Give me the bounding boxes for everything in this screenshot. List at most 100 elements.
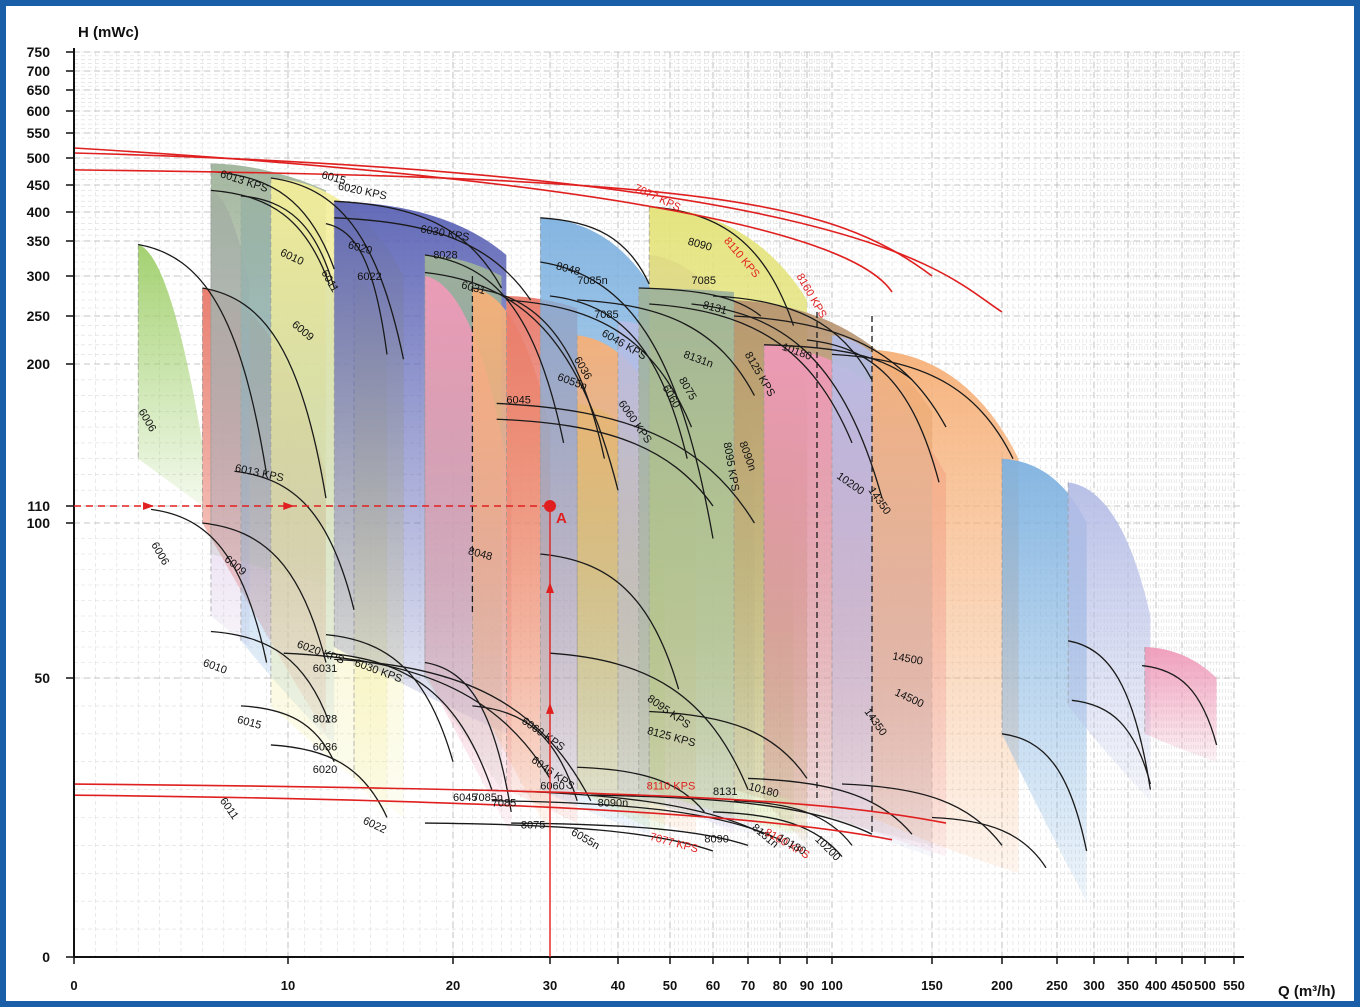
y-tick-label: 110 [27, 498, 50, 514]
pump-curve [831, 353, 1014, 459]
pump-curve [649, 205, 795, 326]
operating-point-marker [544, 500, 556, 512]
curve-label: 6045 [453, 792, 477, 804]
pump-curve [590, 794, 873, 835]
x-tick-label: 250 [1046, 978, 1068, 993]
pump-curve [1141, 664, 1218, 746]
pump-curve [424, 254, 565, 444]
pump-curve [931, 816, 1047, 869]
pump-curve [1071, 699, 1152, 785]
pump-curve [210, 630, 330, 723]
pump-curve [806, 339, 940, 483]
curve-label: 6010 [201, 657, 228, 677]
curve-label: 6022 [357, 271, 381, 283]
x-tick-label: 450 [1171, 978, 1193, 993]
x-tick-label: 500 [1194, 978, 1216, 993]
area-grey_green [638, 288, 734, 824]
pump-curve [472, 287, 606, 459]
x-tick-label: 60 [706, 978, 720, 993]
y-tick-label: 650 [27, 82, 51, 98]
curve-label: 7085 [594, 309, 618, 321]
pump-curve [649, 710, 808, 779]
x-tick-label: 200 [991, 978, 1013, 993]
y-axis-title: H (mWc) [78, 24, 139, 41]
curve-label: 6020 KPS [337, 181, 388, 203]
area-lavender [1068, 482, 1151, 801]
curve-label: 7085 [692, 275, 716, 287]
tick-labels: 7507006506005505004504003503002502001101… [27, 44, 1245, 993]
y-tick-label: 750 [27, 44, 51, 60]
curve-label: 6060 [540, 781, 564, 793]
curve-areas [137, 163, 1217, 902]
pump-curve [549, 295, 688, 459]
x-tick-label: 70 [741, 978, 755, 993]
x-tick-label: 550 [1223, 978, 1245, 993]
pump-curve [540, 217, 650, 285]
area-blue [1002, 458, 1087, 902]
pump-curve [733, 315, 947, 428]
chart-frame: 6006 6013 KPS 6010 6009 6015 6011 6020 KPS 6020… [6, 6, 1354, 1001]
area-orange [872, 349, 1019, 874]
pump-curve [691, 303, 883, 499]
x-axis-title: Q (m³/h) [1278, 983, 1336, 1000]
curve-label: 6031 [313, 663, 337, 675]
curve-label: 7085n [472, 792, 503, 804]
curve-label: 8028 [313, 714, 337, 726]
pump-curve [496, 402, 755, 524]
pump-curve [549, 652, 749, 790]
curve-label: 6015 [236, 714, 263, 732]
kps-curve [73, 152, 1003, 313]
x-tick-label: 80 [773, 978, 787, 993]
curve-label: 6011 [217, 796, 240, 822]
pump-curve [150, 508, 268, 663]
kps-curve [73, 783, 947, 824]
x-tick-label: 100 [821, 978, 843, 993]
pump-curve [202, 522, 327, 663]
pump-curve [240, 195, 335, 289]
pump-curve [240, 705, 335, 762]
x-tick-label: 50 [663, 978, 677, 993]
y-tick-label: 200 [27, 356, 51, 372]
curve-label: 8131 [713, 786, 737, 798]
pump-curve [334, 200, 503, 289]
pump-curve [210, 170, 335, 270]
y-tick-label: 550 [27, 125, 51, 141]
y-tick-label: 350 [27, 233, 51, 249]
curve-label: 7085 [492, 797, 516, 809]
curve-label: 8075 [521, 820, 545, 832]
arrow-up-icon [546, 582, 554, 593]
curve-label: 6036 [313, 742, 337, 754]
curve-label: 6020 [313, 764, 337, 776]
pump-curve [540, 553, 680, 690]
pump-curve [540, 261, 714, 539]
y-tick-label: 0 [42, 949, 50, 965]
y-tick-label: 500 [27, 150, 51, 166]
x-tick-label: 400 [1145, 978, 1167, 993]
pump-curves [138, 170, 1218, 869]
axes: H (mWc) Q (m³/h) [73, 24, 1336, 1000]
y-tick-label: 250 [27, 308, 51, 324]
area-pink [1144, 647, 1217, 762]
pump-curve [1001, 733, 1088, 852]
pump-curve [210, 189, 330, 285]
pump-curve [1067, 640, 1152, 790]
pump-curve [472, 705, 578, 801]
curve-label: 6022 [361, 815, 388, 836]
pump-curve [424, 822, 714, 852]
x-tick-label: 150 [921, 978, 943, 993]
x-tick-label: 0 [70, 978, 77, 993]
operating-point: A [74, 500, 567, 957]
y-tick-label: 300 [27, 268, 51, 284]
area-green [138, 244, 203, 506]
pump-curve [577, 299, 755, 396]
pump-curve [577, 766, 705, 813]
arrow-right-icon [283, 502, 295, 510]
x-tick-label: 20 [446, 978, 460, 993]
x-tick-label: 40 [611, 978, 625, 993]
pump-curve [511, 822, 749, 847]
curve-label: 7077 KPS [648, 831, 699, 855]
y-tick-label: 600 [27, 103, 51, 119]
kps-curve [73, 169, 933, 277]
pump-curve [283, 652, 551, 779]
